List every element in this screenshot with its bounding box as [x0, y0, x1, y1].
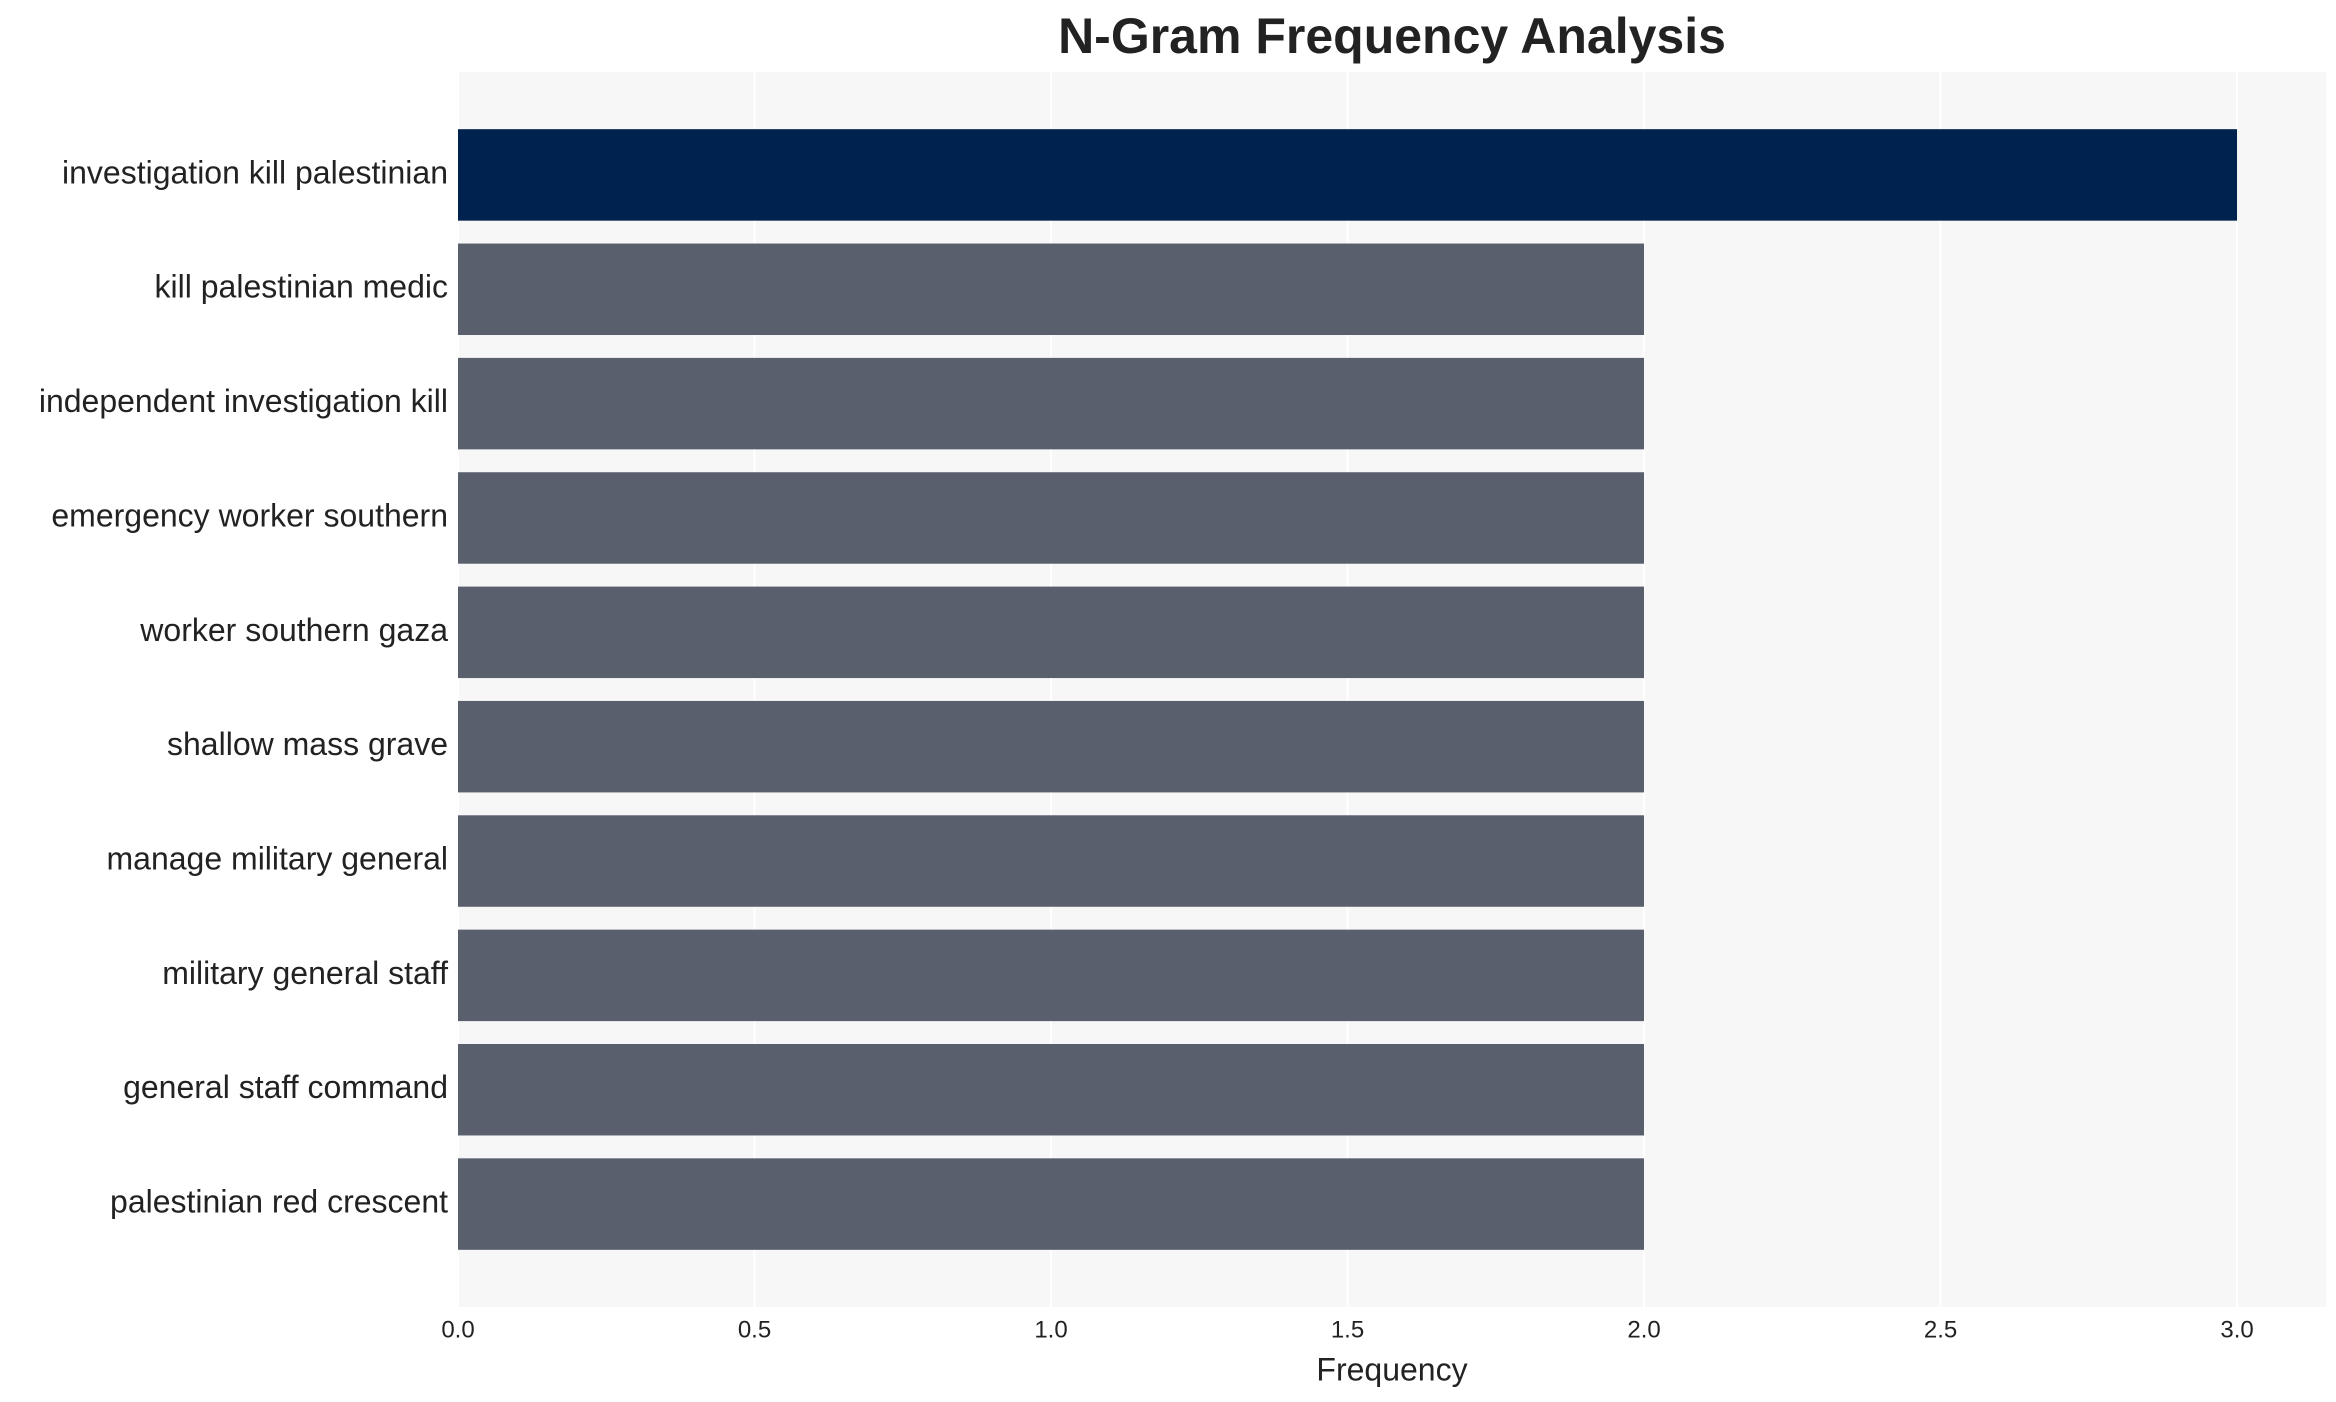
bar [458, 929, 1645, 1022]
bar [458, 129, 2238, 221]
y-tick-label: kill palestinian medic [155, 269, 448, 305]
bar [458, 472, 1645, 564]
x-tick-label: 2.0 [1627, 1316, 1660, 1343]
bar [458, 586, 1645, 679]
x-axis-label: Frequency [1316, 1351, 1467, 1387]
y-tick-label: shallow mass grave [167, 726, 448, 762]
x-tick-label: 3.0 [2220, 1316, 2253, 1343]
y-tick-label: investigation kill palestinian [62, 154, 448, 190]
bar [458, 357, 1645, 450]
x-tick-label: 1.0 [1034, 1316, 1067, 1343]
y-tick-label: manage military general [107, 840, 449, 876]
x-tick-label: 0.0 [441, 1316, 474, 1343]
y-tick-label: palestinian red crescent [110, 1184, 448, 1220]
y-tick-label: general staff command [123, 1069, 448, 1105]
y-tick-label: emergency worker southern [51, 497, 448, 533]
bar [458, 1158, 1645, 1250]
y-tick-label: worker southern gaza [139, 612, 448, 648]
x-tick-label: 0.5 [738, 1316, 771, 1343]
bar [458, 700, 1645, 793]
y-tick-label: independent investigation kill [39, 383, 448, 419]
chart-title: N-Gram Frequency Analysis [1058, 8, 1726, 64]
x-tick-label: 2.5 [1924, 1316, 1957, 1343]
y-tick-label: military general staff [162, 955, 448, 991]
bar [458, 1043, 1645, 1136]
bar [458, 243, 1645, 336]
bar [458, 815, 1645, 907]
x-tick-label: 1.5 [1331, 1316, 1364, 1343]
